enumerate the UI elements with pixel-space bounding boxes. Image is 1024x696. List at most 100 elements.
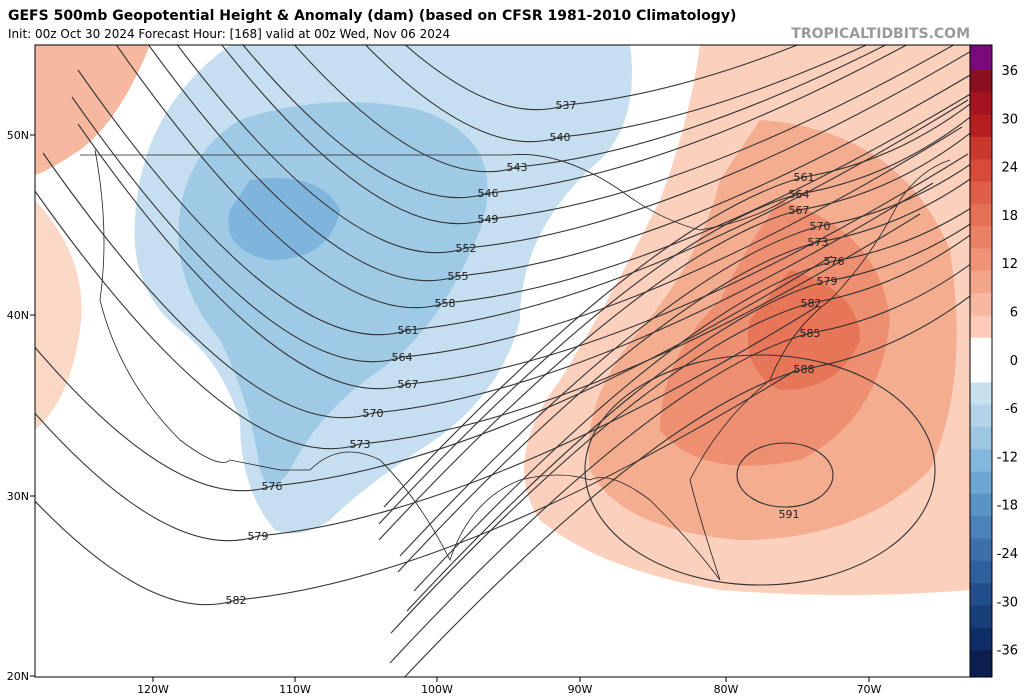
colorbar-bin	[970, 270, 992, 294]
colorbar-bin	[970, 627, 992, 651]
colorbar-label: -12	[997, 450, 1018, 465]
lat-label: 50N	[7, 129, 29, 142]
contour	[35, 369, 797, 606]
labels: 5375405435465495525555585615645675705735…	[7, 99, 882, 696]
contour	[176, 45, 970, 254]
contour	[35, 190, 921, 450]
colorbar-label: -6	[1005, 402, 1018, 417]
contour-label: 582	[226, 594, 247, 607]
contour-label: 588	[794, 363, 815, 376]
colorbar-frame	[969, 44, 993, 678]
contour-label: 561	[794, 171, 815, 184]
colorbar-bin	[970, 70, 992, 93]
colorbar-bin	[970, 114, 992, 138]
contour	[115, 45, 970, 309]
lon-label: 120W	[137, 683, 169, 696]
contour	[736, 442, 834, 508]
lon-label: 70W	[857, 683, 882, 696]
contour	[242, 45, 908, 199]
colorbar-label: 24	[1001, 161, 1018, 176]
colorbar-bin	[970, 538, 992, 562]
colorbar-bin	[970, 360, 992, 383]
colorbar-bin	[970, 583, 992, 606]
colorbar-bin	[970, 315, 992, 339]
contour-label: 573	[350, 438, 371, 451]
colorbar: 36 30 24 18 12 6 0 -6 -12 -18 -24 -30 -36	[969, 44, 1018, 678]
contour-label: 555	[448, 270, 469, 283]
lat-label: 30N	[7, 490, 29, 503]
contour-label: 579	[248, 530, 269, 543]
contour	[378, 132, 970, 541]
contour-label: 561	[398, 324, 419, 337]
contour-label: 579	[817, 275, 838, 288]
colorbar-bin	[970, 248, 992, 272]
colorbar-label: -36	[997, 644, 1018, 659]
contour-label: 591	[779, 508, 800, 521]
colorbar-label: 12	[1001, 257, 1018, 272]
colorbar-bin	[970, 493, 992, 517]
colorbar-bin	[970, 92, 992, 116]
contour-label: 543	[507, 161, 528, 174]
colorbar-bin	[970, 650, 992, 678]
colorbar-bin	[970, 226, 992, 249]
contour	[390, 234, 970, 634]
contour-label: 573	[808, 236, 829, 249]
lon-label: 100W	[421, 683, 453, 696]
colorbar-bin	[970, 203, 992, 227]
colorbar-bin	[970, 159, 992, 183]
title: GEFS 500mb Geopotential Height & Anomaly…	[8, 8, 736, 24]
colorbar-bin	[970, 516, 992, 539]
colorbar-bin	[970, 293, 992, 316]
contour	[413, 208, 970, 592]
lat-label: 40N	[7, 309, 29, 322]
contour	[406, 223, 970, 612]
neg-anomaly	[228, 178, 340, 260]
contour	[404, 45, 799, 111]
contour	[35, 305, 819, 542]
colorbar-bin	[970, 337, 992, 361]
contour	[293, 45, 887, 173]
pos-anomaly	[35, 200, 82, 430]
colorbar-bin	[970, 45, 992, 71]
contour	[77, 69, 969, 336]
colorbar-label: 18	[1001, 209, 1018, 224]
contour-label: 546	[478, 187, 499, 200]
contour-label: 558	[435, 297, 456, 310]
contour	[148, 45, 970, 282]
colorbar-label: 30	[1001, 112, 1018, 127]
lat-label: 20N	[7, 670, 29, 683]
lon-label: 80W	[714, 683, 739, 696]
contour	[71, 96, 963, 363]
contour	[383, 103, 970, 508]
colorbar-label: -18	[997, 499, 1018, 514]
contour-label: 540	[550, 131, 571, 144]
contour-label: 570	[363, 407, 384, 420]
contour	[399, 163, 970, 557]
colorbar-bin	[970, 382, 992, 406]
contour	[42, 152, 934, 419]
colorbar-bin	[970, 449, 992, 473]
colorbar-label: 0	[1010, 354, 1018, 369]
contour	[77, 123, 969, 390]
contour-label: 570	[810, 220, 831, 233]
contour	[403, 295, 970, 677]
contour	[35, 255, 833, 492]
contour-label: 552	[456, 242, 477, 255]
colorbar-label: 36	[1001, 64, 1018, 79]
colorbar-bin	[970, 560, 992, 584]
contour-label: 567	[398, 378, 419, 391]
coast	[94, 149, 951, 581]
contour	[389, 263, 970, 664]
contour	[378, 116, 970, 525]
contour	[397, 178, 970, 573]
colorbar-bin	[970, 404, 992, 428]
contour	[584, 354, 936, 586]
subtitle: Init: 00z Oct 30 2024 Forecast Hour: [16…	[8, 27, 450, 41]
colorbar-bin	[970, 181, 992, 205]
colorbar-bin	[970, 136, 992, 160]
pos-anomaly	[35, 45, 150, 175]
lon-label: 110W	[279, 683, 311, 696]
